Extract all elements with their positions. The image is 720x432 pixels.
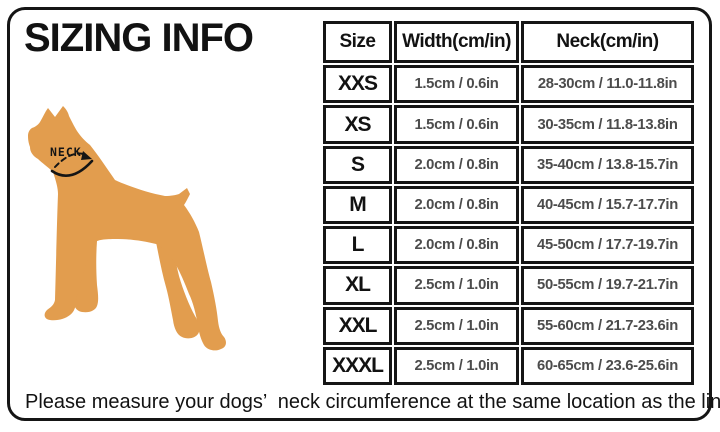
neck-cell: 55-60cm / 21.7-23.6in (521, 306, 694, 345)
table-row: S 2.0cm / 0.8in 35-40cm / 13.8-15.7in (323, 145, 694, 184)
size-cell: M (323, 185, 392, 225)
table-header-row: Size Width(cm/in) Neck(cm/in) (323, 21, 694, 64)
size-cell: L (323, 226, 392, 265)
size-cell: XL (323, 266, 392, 305)
table-row: XXS 1.5cm / 0.6in 28-30cm / 11.0-11.8in (323, 65, 694, 104)
size-cell: XS (323, 105, 392, 144)
neck-cell: 30-35cm / 11.8-13.8in (521, 105, 694, 144)
table-row: XS 1.5cm / 0.6in 30-35cm / 11.8-13.8in (323, 105, 694, 144)
dog-illustration: NECK (28, 106, 226, 351)
table-row: XXXL 2.5cm / 1.0in 60-65cm / 23.6-25.6in (323, 346, 694, 385)
dog-far-rear-leg (156, 242, 200, 339)
table-row: L 2.0cm / 0.8in 45-50cm / 17.7-19.7in (323, 226, 694, 265)
table-row: XL 2.5cm / 1.0in 50-55cm / 19.7-21.7in (323, 266, 694, 305)
size-cell: XXL (323, 306, 392, 345)
width-cell: 2.0cm / 0.8in (394, 226, 519, 265)
width-cell: 1.5cm / 0.6in (394, 65, 519, 104)
width-cell: 2.0cm / 0.8in (394, 185, 519, 225)
size-cell: XXXL (323, 346, 392, 385)
sizing-table: Size Width(cm/in) Neck(cm/in) XXS 1.5cm … (321, 19, 696, 387)
collar-dashed-line (54, 152, 85, 168)
table-row: XXL 2.5cm / 1.0in 55-60cm / 21.7-23.6in (323, 306, 694, 345)
dog-body (28, 106, 226, 351)
collar-line (50, 159, 94, 177)
neck-label: NECK (50, 145, 82, 159)
neck-cell: 60-65cm / 23.6-25.6in (521, 346, 694, 385)
column-header-neck: Neck(cm/in) (521, 21, 694, 64)
table-row: M 2.0cm / 0.8in 40-45cm / 15.7-17.7in (323, 185, 694, 225)
neck-cell: 50-55cm / 19.7-21.7in (521, 266, 694, 305)
column-header-size: Size (323, 21, 392, 64)
size-cell: S (323, 145, 392, 184)
width-cell: 2.5cm / 1.0in (394, 346, 519, 385)
column-header-width: Width(cm/in) (394, 21, 519, 64)
width-cell: 2.5cm / 1.0in (394, 306, 519, 345)
width-cell: 2.5cm / 1.0in (394, 266, 519, 305)
neck-cell: 35-40cm / 13.8-15.7in (521, 145, 694, 184)
measure-instruction-text: Please measure your dogs’ neck circumfer… (25, 391, 720, 413)
collar-arrowhead-icon (81, 151, 92, 160)
neck-cell: 40-45cm / 15.7-17.7in (521, 185, 694, 225)
neck-cell: 45-50cm / 17.7-19.7in (521, 226, 694, 265)
neck-cell: 28-30cm / 11.0-11.8in (521, 65, 694, 104)
width-cell: 1.5cm / 0.6in (394, 105, 519, 144)
page-title: SIZING INFO (24, 16, 254, 60)
size-cell: XXS (323, 65, 392, 104)
width-cell: 2.0cm / 0.8in (394, 145, 519, 184)
